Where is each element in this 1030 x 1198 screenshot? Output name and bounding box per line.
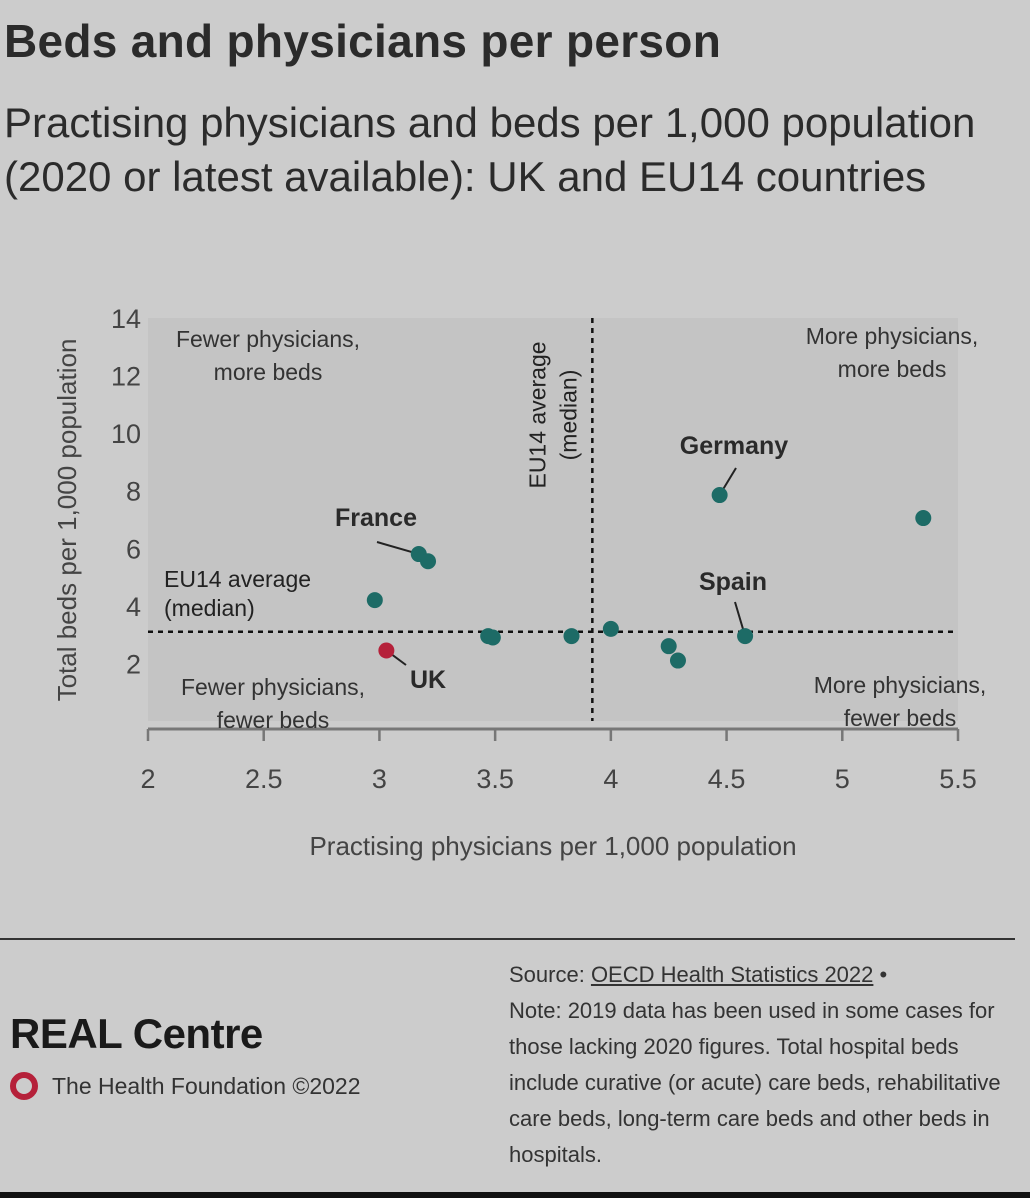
eu14-point — [484, 629, 501, 646]
source-prefix: Source: — [509, 962, 591, 987]
organisation: The Health Foundation ©2022 — [10, 1072, 361, 1100]
note-text: Note: 2019 data has been used in some ca… — [509, 998, 1001, 1167]
bottom-rule — [0, 1192, 1030, 1198]
scatter-chart: 2 2.5 3 3.5 4 4.5 5 5.5 2 4 6 8 10 12 14 Fewer physic… — [52, 304, 987, 861]
eu14-point — [711, 487, 728, 504]
point-label: France — [335, 504, 417, 532]
x-tick-label: 4.5 — [708, 764, 746, 794]
eu14-point — [602, 620, 619, 637]
ring-logo-icon — [10, 1072, 38, 1100]
y-tick-label: 8 — [126, 477, 141, 507]
point-label: Spain — [699, 568, 767, 596]
median-x-label: EU14 average (median) — [524, 341, 581, 488]
brand-logo: REAL Centre — [10, 1010, 263, 1057]
x-tick-label: 3.5 — [476, 764, 514, 794]
point-label: Germany — [680, 432, 788, 460]
median-x-label-line: (median) — [555, 370, 581, 461]
chart-title: Beds and physicians per person — [4, 15, 722, 67]
quadrant-label-top-left: more beds — [214, 359, 323, 385]
footer-divider — [0, 938, 1015, 940]
y-tick-label: 10 — [111, 419, 141, 449]
organisation-name: The Health Foundation ©2022 — [52, 1072, 361, 1099]
eu14-point — [366, 592, 383, 609]
plot-area — [148, 318, 958, 721]
quadrant-label-bottom-left: fewer beds — [217, 707, 330, 733]
eu14-point — [669, 652, 686, 669]
x-tick-label: 3 — [372, 764, 387, 794]
point-label: UK — [410, 666, 446, 694]
x-tick-label: 5 — [835, 764, 850, 794]
quadrant-label-top-right: More physicians, — [806, 323, 979, 349]
y-tick-label: 14 — [111, 304, 141, 334]
y-tick-label: 6 — [126, 534, 141, 564]
x-tick-label: 4 — [603, 764, 618, 794]
median-y-label: EU14 average — [164, 566, 311, 592]
quadrant-label-top-right: more beds — [838, 356, 947, 382]
quadrant-label-top-left: Fewer physicians, — [176, 326, 360, 352]
eu14-point — [915, 510, 932, 527]
source-bullet: • — [873, 962, 888, 987]
quadrant-label-bottom-right: fewer beds — [844, 705, 957, 731]
eu14-point — [563, 628, 580, 645]
uk-point — [378, 642, 395, 659]
eu14-point — [737, 628, 754, 645]
y-axis-title: Total beds per 1,000 population — [52, 339, 82, 702]
x-axis-title: Practising physicians per 1,000 populati… — [309, 831, 796, 861]
y-tick-label: 12 — [111, 362, 141, 392]
quadrant-label-bottom-right: More physicians, — [814, 672, 987, 698]
source-note: Source: OECD Health Statistics 2022 • No… — [509, 957, 1009, 1173]
source-link[interactable]: OECD Health Statistics 2022 — [590, 962, 874, 987]
y-tick-label: 4 — [126, 592, 141, 622]
x-tick-label: 2.5 — [245, 764, 283, 794]
x-tick-label: 5.5 — [939, 764, 977, 794]
median-y-label: (median) — [164, 595, 255, 621]
median-x-label-line: EU14 average — [524, 341, 550, 488]
quadrant-label-bottom-left: Fewer physicians, — [181, 674, 365, 700]
y-tick-label: 2 — [126, 649, 141, 679]
eu14-point — [660, 638, 677, 655]
chart-subtitle: Practising physicians and beds per 1,000… — [4, 99, 976, 200]
x-tick-label: 2 — [140, 764, 155, 794]
eu14-point — [420, 553, 437, 570]
